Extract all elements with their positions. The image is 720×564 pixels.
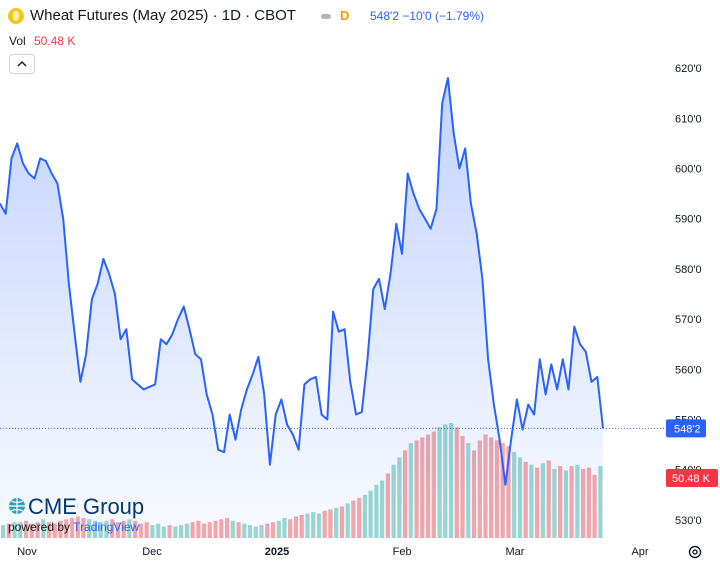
time-axis-tick: Nov bbox=[17, 546, 37, 558]
price-readout: 548'2 −10'0 (−1.79%) bbox=[370, 9, 484, 23]
time-axis-tick: Apr bbox=[631, 546, 648, 558]
last-price-marker bbox=[666, 419, 706, 438]
price-axis-tick: 570'0 bbox=[675, 314, 702, 326]
powered-by-credit[interactable]: powered by TradingView bbox=[8, 520, 139, 534]
price-axis[interactable]: 530'0540'0550'0560'0570'0580'0590'0600'0… bbox=[675, 63, 702, 527]
price-axis-tick: 560'0 bbox=[675, 364, 702, 376]
price-axis-tick: 590'0 bbox=[675, 214, 702, 226]
time-axis-tick: Mar bbox=[506, 546, 525, 558]
time-axis-tick: Dec bbox=[142, 546, 162, 558]
time-axis-tick: 2025 bbox=[265, 546, 289, 558]
price-axis-tick: 580'0 bbox=[675, 264, 702, 276]
chart-header: Wheat Futures (May 2025) · 1D · CBOT D 5… bbox=[0, 0, 660, 30]
last-volume-marker-label: 50.48 K bbox=[672, 473, 711, 485]
price-axis-tick: 530'0 bbox=[675, 515, 702, 527]
price-axis-tick: 600'0 bbox=[675, 163, 702, 175]
symbol-title[interactable]: Wheat Futures (May 2025) · 1D · CBOT bbox=[30, 7, 296, 24]
volume-legend-label: Vol bbox=[9, 34, 26, 48]
tradingview-brand: TradingView bbox=[73, 520, 140, 534]
last-price-marker-label: 548'2 bbox=[674, 423, 701, 435]
cme-globe-icon bbox=[9, 498, 25, 514]
powered-by-text: powered by bbox=[8, 520, 71, 534]
price-area-fill bbox=[0, 78, 603, 538]
price-line bbox=[0, 77, 604, 486]
last-price: 548'2 bbox=[370, 9, 399, 23]
price-change: −10'0 (−1.79%) bbox=[402, 9, 485, 23]
settings-gear-icon[interactable] bbox=[686, 543, 704, 561]
last-volume-marker bbox=[666, 469, 718, 487]
wheat-icon bbox=[8, 8, 24, 24]
chevron-up-icon bbox=[17, 61, 27, 67]
market-status-icon bbox=[321, 14, 331, 19]
price-axis-tick: 610'0 bbox=[675, 113, 702, 125]
time-axis[interactable]: Nov Dec 2025 Feb Mar Apr bbox=[17, 546, 649, 558]
time-axis-tick: Feb bbox=[393, 546, 412, 558]
volume-legend-value: 50.48 K bbox=[34, 34, 76, 48]
collapse-legend-button[interactable] bbox=[9, 54, 35, 74]
price-axis-tick: 620'0 bbox=[675, 63, 702, 75]
delayed-data-indicator[interactable]: D bbox=[340, 8, 350, 23]
cme-group-logo: CME Group bbox=[28, 494, 145, 519]
